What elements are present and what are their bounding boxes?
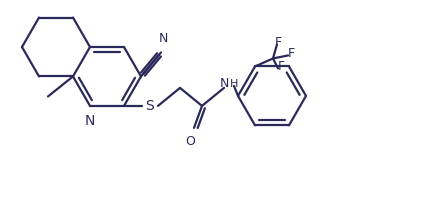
Text: S: S	[145, 99, 154, 113]
Text: F: F	[277, 60, 284, 73]
Text: H: H	[230, 79, 238, 89]
Text: N: N	[158, 32, 167, 45]
Text: F: F	[287, 47, 294, 60]
Text: N: N	[219, 77, 228, 90]
Text: O: O	[184, 135, 195, 148]
Text: F: F	[274, 36, 281, 49]
Text: N: N	[85, 114, 95, 128]
